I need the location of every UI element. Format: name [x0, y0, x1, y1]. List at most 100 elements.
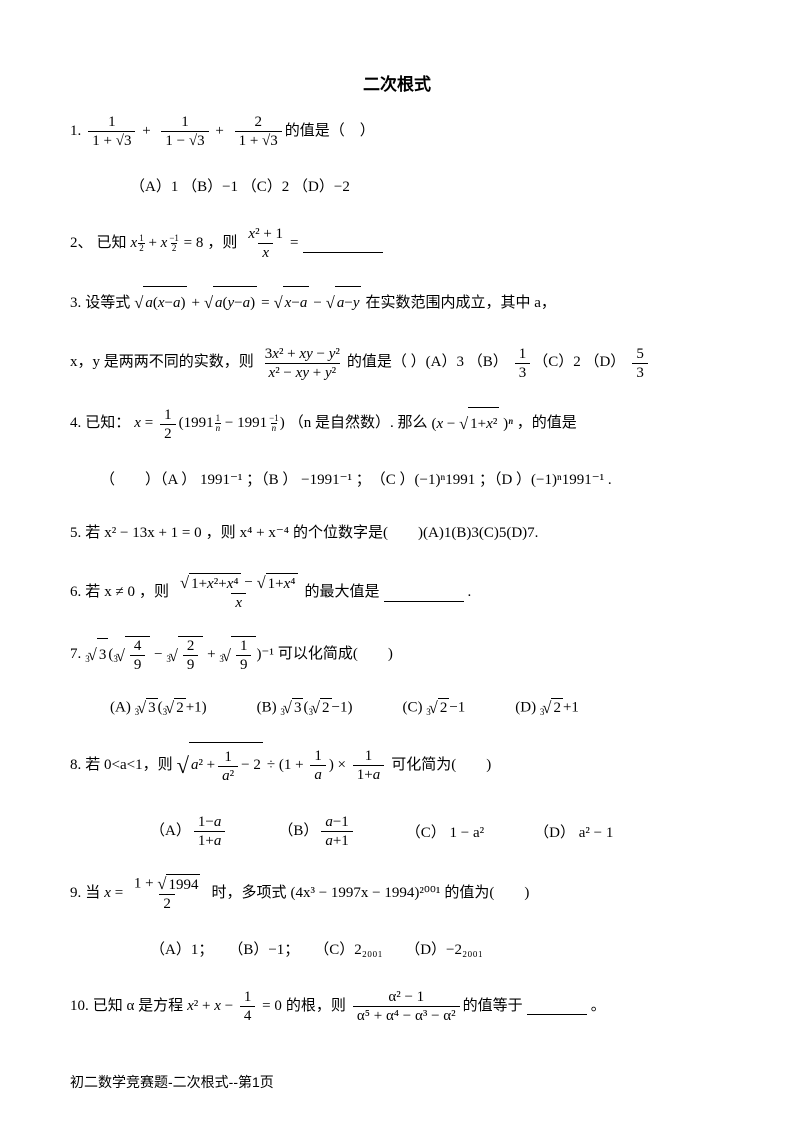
problem-10: 10. 已知 α 是方程 x² + x − 14 = 0 的根，则 α² − 1… — [70, 988, 724, 1025]
option-d: （D） a² − 1 — [534, 821, 613, 842]
page-title: 二次根式 — [70, 70, 724, 95]
sqrt: √a(x−a) — [134, 286, 187, 321]
problem-5: 5. 若 x² − 13x + 1 = 0 ，则 x⁴ + x⁻⁴ 的个位数字是… — [70, 518, 724, 550]
text: 在实数范围内成立，其中 a， — [365, 288, 555, 320]
option-c: （C） 1 − a² — [406, 821, 484, 842]
sqrt: √x−a — [274, 286, 310, 321]
text: x，y 是两两不同的实数，则 — [70, 347, 254, 379]
math-expr: x = — [134, 408, 153, 440]
plus: + — [191, 288, 199, 320]
text: 的最大值是 — [305, 577, 380, 609]
text: 的值是（ ）(A）3 （B） — [347, 347, 508, 379]
option-a: （A）1−a1+a — [150, 813, 228, 850]
text: ，的值是 — [517, 408, 577, 440]
plus: + — [138, 116, 154, 148]
math-expr: x² − 13x + 1 = 0 — [104, 518, 201, 550]
minus: − — [313, 288, 321, 320]
sqrt: √a−y — [326, 286, 362, 321]
fraction: 13 — [515, 345, 531, 382]
problem-number: 5. — [70, 518, 81, 550]
problem-number: 2、 — [70, 228, 93, 260]
text: 已知： — [85, 408, 130, 440]
text: 若 — [85, 577, 100, 609]
math-expr: x = 1 + √19942 — [104, 874, 207, 913]
text: 时，多项式 — [211, 878, 286, 910]
text: ，则 — [206, 518, 236, 550]
problem-2: 2、 已知 x12 + x−12 = 8 ，则 x² + 1x = — [70, 225, 724, 262]
problem-1: 1. 11 + √3 + 11 − √3 + 21 + √3 的值是（ ） — [70, 113, 724, 150]
fraction: α² − 1α⁵ + α⁴ − α³ − α² — [353, 988, 460, 1025]
math-expr: x⁴ + x⁻⁴ — [240, 518, 289, 550]
equals: = — [290, 228, 298, 260]
text: 可以化简成( ) — [278, 639, 393, 671]
option-a: (A) 3√3(3√2+1) — [110, 698, 207, 718]
math-expr: x12 + x−12 = 8 — [131, 228, 204, 260]
option-d: (D) 3√2+1 — [515, 698, 579, 718]
fraction: 11 − √3 — [161, 113, 208, 150]
problem-9: 9. 当 x = 1 + √19942 时，多项式 (4x³ − 1997x −… — [70, 874, 724, 913]
fraction: √1+x²+x⁴ − √1+x⁴ x — [176, 573, 301, 612]
text: 的值等于 — [463, 991, 523, 1023]
problem-number: 10. — [70, 991, 89, 1023]
text: 的个位数字是( )(A)1(B)3(C)5(D)7. — [293, 518, 538, 550]
question-tail: 的值是（ ） — [285, 116, 375, 148]
text: （C）2 （D） — [533, 347, 625, 379]
text: 的根，则 — [286, 991, 346, 1023]
text: ，则 — [139, 577, 169, 609]
problem-8-options: （A）1−a1+a （B）a−1a+1 （C） 1 − a² （D） a² − … — [150, 813, 724, 850]
problem-number: 1. — [70, 116, 81, 148]
text: 已知 α 是方程 — [93, 991, 183, 1023]
problem-3-cont: x，y 是两两不同的实数，则 3x² + xy − y²x² − xy + y²… — [70, 345, 724, 382]
sqrt: √a² + 1a² − 2 — [177, 742, 263, 789]
problem-4-options: （ ）（A ） 1991⁻¹ ；（B ） −1991⁻¹ ； （C ）(−1)ⁿ… — [100, 467, 724, 494]
text: . — [468, 577, 472, 609]
equals: = — [261, 288, 269, 320]
problem-7-options: (A) 3√3(3√2+1) (B) 3√3(3√2−1) (C) 3√2−1 … — [110, 698, 724, 718]
page-footer: 初二数学竞赛题-二次根式--第1页 — [70, 1072, 274, 1092]
text: 已知 — [97, 228, 127, 260]
text: ，则 — [207, 228, 237, 260]
math-expr: 3√3(3√49 − 3√29 + 3√19)⁻¹ — [85, 636, 274, 674]
answer-blank — [303, 235, 383, 253]
text: 设等式 — [85, 288, 130, 320]
fraction: 53 — [632, 345, 648, 382]
problem-number: 8. — [70, 750, 81, 782]
math-expr: (19911n − 1991−1n) — [179, 408, 285, 440]
problem-number: 6. — [70, 577, 81, 609]
fraction: x² + 1x — [244, 225, 287, 262]
problem-number: 7. — [70, 639, 81, 671]
text: （n 是自然数）. 那么 — [289, 408, 428, 440]
math-expr: (x − √1+x² )ⁿ — [431, 407, 512, 442]
math-expr: x ≠ 0 — [104, 577, 135, 609]
fraction: 3x² + xy − y²x² − xy + y² — [261, 345, 344, 382]
text: 若 — [85, 518, 100, 550]
problem-8: 8. 若 0<a<1，则 √a² + 1a² − 2 ÷ (1 + 1a) × … — [70, 742, 724, 789]
problem-1-options: （A）1 （B）−1 （C）2 （D）−2 — [130, 174, 724, 201]
fraction: 21 + √3 — [235, 113, 282, 150]
fraction: 12 — [160, 406, 176, 443]
text: 若 0<a<1，则 — [85, 750, 172, 782]
problem-9-options: （A）1； （B）−1； （C）2₂₀₀₁ （D）−2₂₀₀₁ — [150, 937, 724, 964]
option-b: (B) 3√3(3√2−1) — [257, 698, 353, 718]
text: 当 — [85, 878, 100, 910]
text: 可化简为( ) — [391, 750, 491, 782]
math-expr: (4x³ − 1997x − 1994)²⁰⁰¹ — [290, 878, 440, 910]
answer-blank — [527, 997, 587, 1015]
fraction: 11 + √3 — [88, 113, 135, 150]
text: 的值为( ) — [444, 878, 529, 910]
option-b: （B）a−1a+1 — [278, 813, 355, 850]
problem-number: 4. — [70, 408, 81, 440]
math-expr: x² + x − 14 = 0 — [187, 988, 282, 1025]
text: 。 — [591, 991, 606, 1023]
problem-4: 4. 已知： x = 12 (19911n − 1991−1n) （n 是自然数… — [70, 406, 724, 443]
problem-number: 3. — [70, 288, 81, 320]
plus: + — [212, 116, 228, 148]
problem-3: 3. 设等式 √a(x−a) + √a(y−a) = √x−a − √a−y 在… — [70, 286, 724, 321]
problem-number: 9. — [70, 878, 81, 910]
sqrt: √a(y−a) — [204, 286, 257, 321]
problem-7: 7. 3√3(3√49 − 3√29 + 3√19)⁻¹ 可以化简成( ) — [70, 636, 724, 674]
option-c: (C) 3√2−1 — [403, 698, 466, 718]
problem-6: 6. 若 x ≠ 0 ，则 √1+x²+x⁴ − √1+x⁴ x 的最大值是 . — [70, 573, 724, 612]
answer-blank — [384, 584, 464, 602]
math-expr: ÷ (1 + 1a) × 11+a — [267, 747, 387, 784]
